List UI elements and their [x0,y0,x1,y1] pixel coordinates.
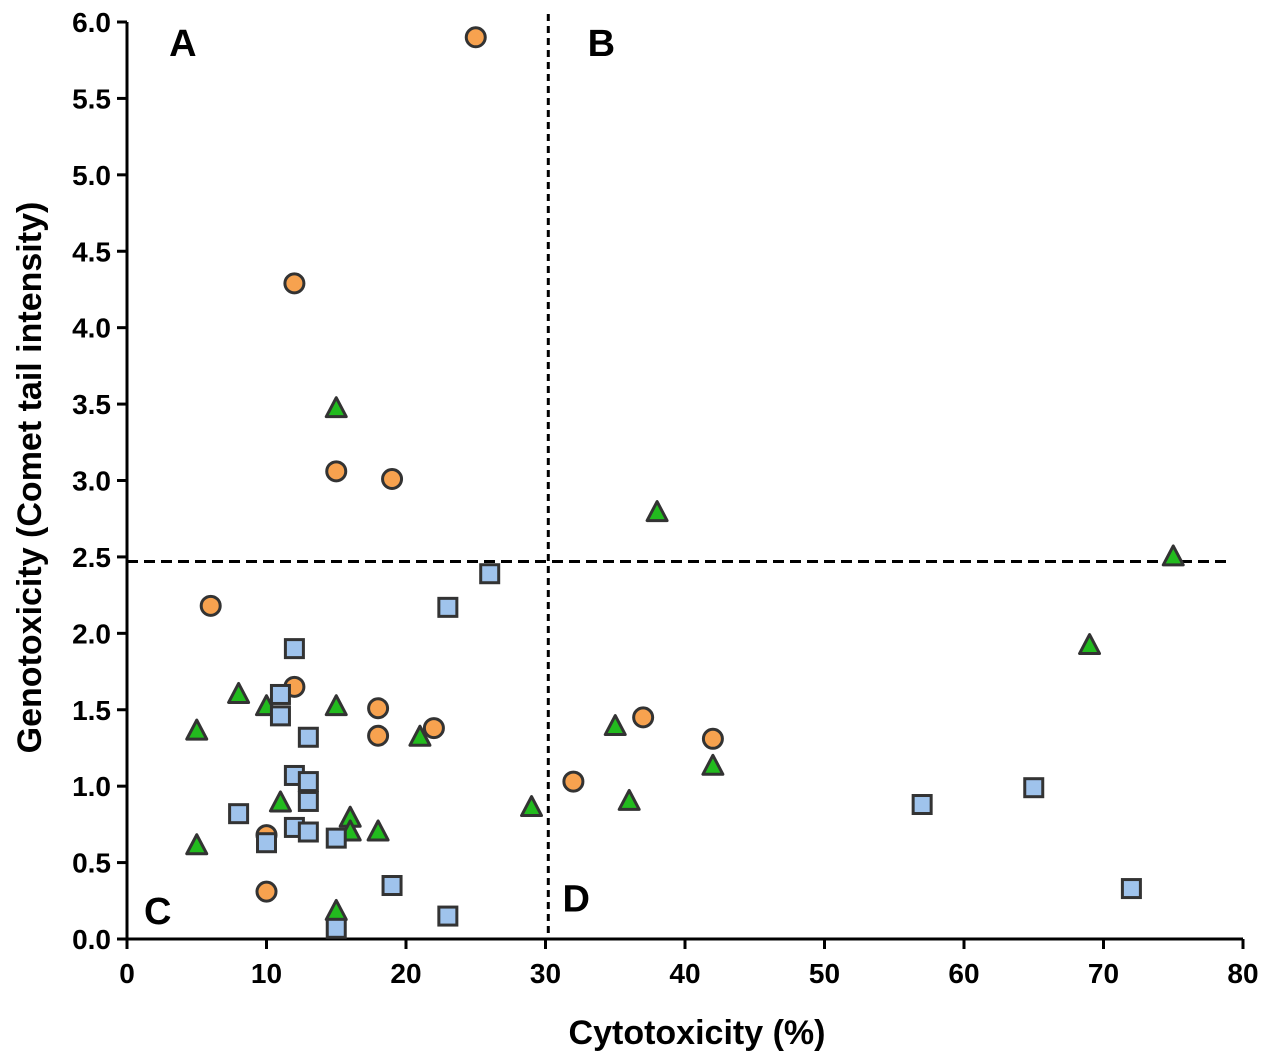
circle-point [464,26,487,49]
square-point [381,875,403,897]
quadrant-label-d: D [562,879,589,921]
y-tick-label: 5.0 [72,160,111,191]
triangle-point [520,795,544,818]
triangle-point [185,833,209,856]
circle-point [422,717,445,740]
y-tick-label: 4.0 [72,313,111,344]
quadrant-label-b: B [588,23,615,65]
x-tick-label: 60 [948,958,979,989]
triangle-point [227,681,251,704]
square-point [437,905,459,927]
triangle-point [185,718,209,741]
triangle-point [366,819,390,842]
y-tick-label: 3.5 [72,389,111,420]
square-point [437,596,459,618]
square-point [479,563,501,585]
triangle-point [268,790,292,813]
x-tick-label: 80 [1227,958,1258,989]
data-points [185,26,1185,939]
circle-point [325,460,348,483]
triangle-point [1161,544,1185,567]
circle-point [632,706,655,729]
triangle-point [408,724,432,747]
square-point [228,803,250,825]
y-tick-label: 2.0 [72,618,111,649]
axes: 0.00.51.01.52.02.53.03.54.04.55.05.56.0 … [72,7,1259,989]
y-axis-title: Genotoxicity (Comet tail intensity) [11,202,49,754]
x-tick-label: 0 [119,958,135,989]
square-point [256,832,277,854]
square-point [269,705,291,727]
quadrant-label-a: A [169,23,196,65]
triangle-point [701,753,725,776]
square-point [1120,878,1142,900]
y-tick-label: 4.5 [72,236,111,267]
circle-point [283,272,306,295]
y-tick-label: 5.5 [72,83,111,114]
quadrant-label-c: C [144,891,171,933]
circle-point [701,727,724,750]
square-point [325,827,347,849]
y-tick-label: 0.5 [72,848,111,879]
triangle-point [603,714,627,737]
square-point [283,638,305,660]
circle-point [381,467,404,490]
x-tick-label: 70 [1088,958,1119,989]
x-tick-label: 40 [669,958,700,989]
circle-point [255,880,278,903]
triangle-point [1078,633,1102,656]
quadrant-labels: A B C D [144,23,615,933]
square-point [325,917,347,939]
y-tick-label: 3.0 [72,466,111,497]
y-tick-label: 2.5 [72,542,111,573]
square-point [297,726,319,748]
triangle-point [324,898,348,921]
y-axis-ticks: 0.0 0.5 1.0 1.5 2.0 2.5 3.0 3.5 4.0 4.5 5.0 5.5 6.0 [72,7,127,955]
square-point [297,771,319,793]
square-point [297,790,319,812]
triangle-point [645,500,669,523]
square-point [269,683,291,705]
y-tick-label: 1.0 [72,771,111,802]
x-tick-label: 10 [251,958,282,989]
circle-point [367,724,390,747]
threshold-lines [127,14,1226,939]
circle-point [367,697,390,720]
circle-point [199,594,222,617]
triangle-point [617,788,641,811]
x-tick-label: 30 [530,958,561,989]
circle-point [562,770,585,793]
x-tick-label: 20 [390,958,421,989]
x-tick-label: 50 [809,958,840,989]
square-point [911,794,933,816]
x-axis-title: Cytotoxicity (%) [569,1014,826,1052]
square-point [1023,777,1045,799]
y-tick-label: 0.0 [72,924,111,955]
y-tick-label: 6.0 [72,7,111,38]
x-axis-ticks: 0 10 20 30 40 50 60 70 80 [119,939,1259,989]
triangle-point [324,694,348,717]
y-tick-label: 1.5 [72,695,111,726]
triangle-point [324,396,348,419]
square-point [297,821,319,843]
